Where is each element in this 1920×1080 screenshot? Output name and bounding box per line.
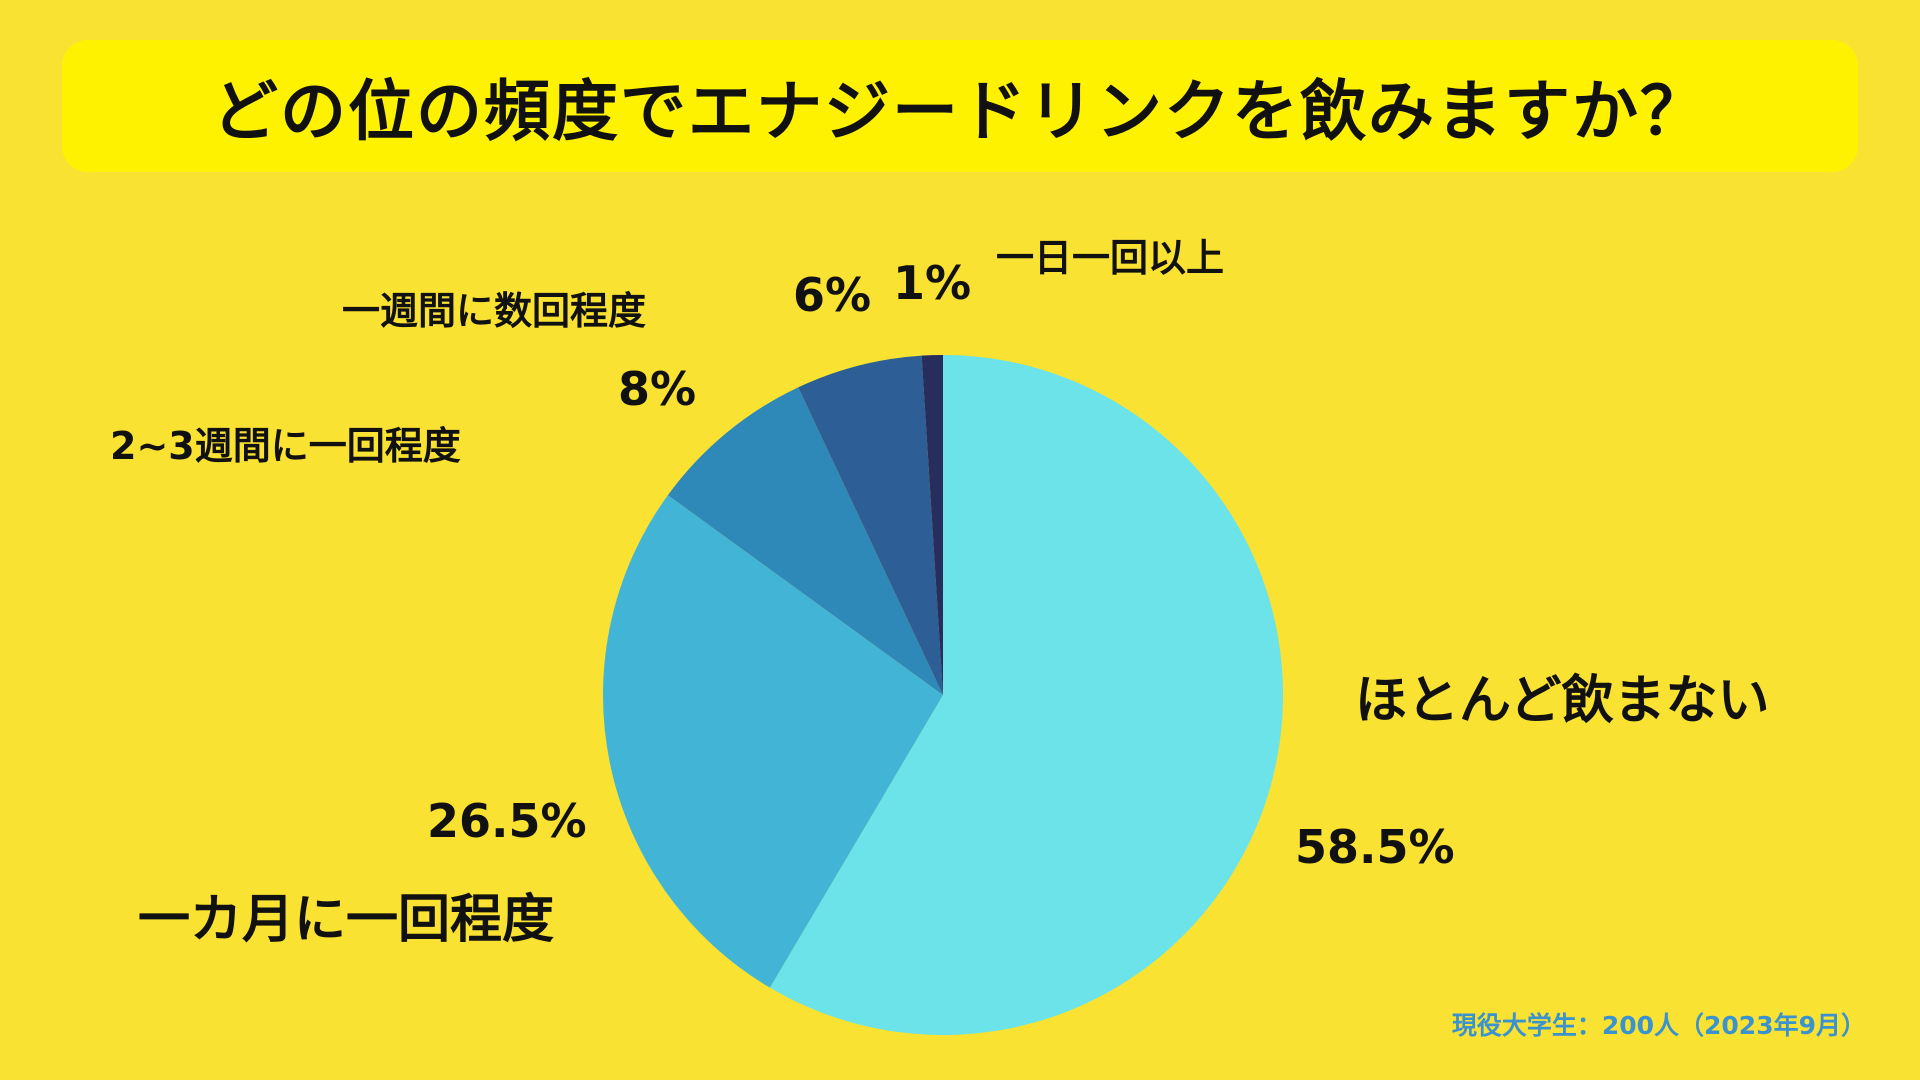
slice-label-monthly: 一カ月に一回程度 [138,890,555,950]
slice-value-2-3-weeks: 8% [618,362,697,416]
pie-slice-2-3-weeks [667,387,943,695]
slice-value-weekly: 6% [793,268,872,322]
pie-slice-rarely [769,355,1283,1035]
slice-value-monthly: 26.5% [427,794,587,848]
slice-value-daily: 1% [893,256,972,310]
pie-slice-weekly [798,355,943,695]
title-banner: どの位の頻度でエナジードリンクを飲みますか？ [62,40,1858,172]
pie-slice-daily [921,355,943,695]
slice-label-2-3-weeks: 2~3週間に一回程度 [110,424,461,468]
slice-label-weekly: 一週間に数回程度 [342,289,647,333]
source-note: 現役大学生：200人（2023年9月） [1451,1011,1866,1040]
slice-label-daily: 一日一回以上 [996,236,1225,280]
chart-title: どの位の頻度でエナジードリンクを飲みますか？ [212,73,1708,150]
slice-label-rarely: ほとんど飲まない [1355,671,1770,731]
pie-slice-monthly [602,495,943,988]
slice-value-rarely: 58.5% [1295,820,1455,874]
